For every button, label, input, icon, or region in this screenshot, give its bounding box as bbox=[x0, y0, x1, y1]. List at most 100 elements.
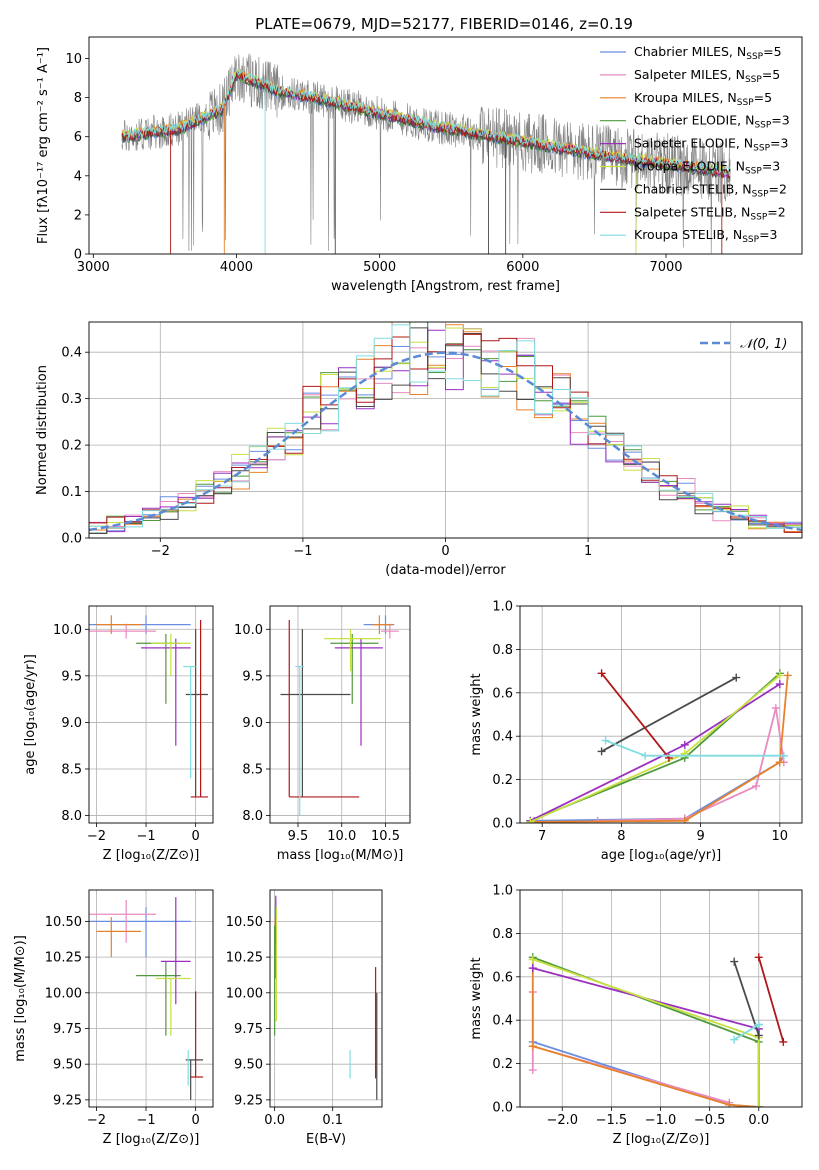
legend-label-chabrier_miles: Chabrier MILES, NSSP=5 bbox=[634, 44, 782, 62]
mass-weight-line-kroupa_elodie bbox=[532, 958, 760, 1107]
residuals-plot bbox=[89, 322, 802, 534]
age_vs_Z-axes: −2 −1 0 8.0 8.5 9.0 9.5 10.0 Z [log₁₀(Z/Z⊙)] age … bbox=[23, 606, 213, 863]
mass-weight-marker-kroupa_miles bbox=[775, 758, 784, 767]
residuals-xtick-label: −2 bbox=[151, 544, 170, 559]
residuals-xtick-label: −1 bbox=[293, 544, 312, 559]
legend-label-chabrier_stelib: Chabrier STELIB, NSSP=2 bbox=[634, 181, 787, 199]
weight_vs_age-axes: 7 8 9 10 0.0 0.2 0.4 0.6 0.8 1.0 age [log₁₀(age/yr… bbox=[469, 600, 802, 863]
mass-weight-marker-salpeter_stelib bbox=[779, 1037, 788, 1046]
legend-label-kroupa_elodie: Kroupa ELODIE, NSSP=3 bbox=[634, 159, 780, 177]
mass_vs_EBV-ytick-label: 10.25 bbox=[226, 951, 263, 966]
age_vs_Z-xtick-label: −1 bbox=[136, 829, 155, 844]
mass-weight-line-chabrier_elodie bbox=[532, 956, 760, 1107]
age_vs_mass-ytick-label: 9.0 bbox=[242, 716, 263, 731]
weight_vs_age-ytick-label: 0.4 bbox=[492, 730, 513, 745]
mass_vs_Z-ytick-label: 10.00 bbox=[45, 986, 82, 1001]
age_vs_Z-ytick-label: 10.0 bbox=[53, 623, 82, 638]
mass_vs_Z-ytick-label: 10.25 bbox=[45, 951, 82, 966]
mass-weight-marker-salpeter_miles bbox=[771, 703, 780, 712]
mass-weight-marker-kroupa_miles bbox=[528, 1042, 537, 1051]
weight_vs_Z-xtick-label: −1.5 bbox=[596, 1113, 628, 1128]
mass-weight-marker-kroupa_stelib bbox=[730, 1035, 739, 1044]
axes-frame bbox=[269, 605, 411, 824]
age_vs_Z-xtick-label: −2 bbox=[87, 829, 106, 844]
mass-weight-marker-chabrier_stelib bbox=[597, 747, 606, 756]
age_vs_mass-xtick-label: 10.5 bbox=[371, 829, 400, 844]
mass-weight-marker-kroupa_elodie bbox=[526, 817, 535, 823]
mass-weight-line-kroupa_miles bbox=[531, 959, 759, 1107]
mass-weight-line-chabrier_stelib bbox=[601, 676, 737, 753]
legend-label-kroupa_miles: Kroupa MILES, NSSP=5 bbox=[634, 90, 772, 108]
mass_vs_Z-ylabel: mass [log₁₀(M/M⊙)] bbox=[13, 935, 28, 1062]
residual-hist-kroupa_stelib bbox=[89, 324, 802, 529]
weight_vs_Z-xlabel: Z [log₁₀(Z/Z⊙)] bbox=[613, 1132, 710, 1147]
residuals-ylabel: Normed distribution bbox=[35, 365, 50, 495]
weight_vs_Z-xtick-label: −2.0 bbox=[546, 1113, 578, 1128]
mass-weight-marker-salpeter_elodie bbox=[528, 964, 537, 973]
spectrum-legend: Chabrier MILES, NSSP=5 Salpeter MILES, NS… bbox=[600, 44, 790, 245]
weight_vs_Z-xtick-label: −1.0 bbox=[645, 1113, 677, 1128]
mass-weight-marker-kroupa_stelib bbox=[641, 751, 650, 760]
residuals-xtick-label: 1 bbox=[584, 544, 592, 559]
weight_vs_Z-ytick-label: 0.2 bbox=[492, 1057, 513, 1072]
mass-weight-marker-salpeter_elodie bbox=[680, 740, 689, 749]
age_vs_mass-ytick-label: 10.0 bbox=[234, 623, 263, 638]
mass-weight-line-salpeter_stelib bbox=[600, 672, 670, 759]
mass-weight-marker-kroupa_stelib bbox=[779, 751, 788, 760]
gaussian-legend-label: 𝒩(0, 1) bbox=[740, 337, 787, 352]
mass-weight-marker-salpeter_stelib bbox=[754, 953, 763, 962]
mass_vs_EBV-plot bbox=[274, 895, 378, 1100]
legend-label-salpeter_elodie: Salpeter ELODIE, NSSP=3 bbox=[634, 136, 788, 154]
weight_vs_age-xtick-label: 7 bbox=[538, 829, 546, 844]
mass_vs_EBV-ytick-label: 9.50 bbox=[234, 1058, 263, 1073]
mass-weight-marker-kroupa_elodie bbox=[775, 671, 784, 680]
residuals-ytick-label: 0.3 bbox=[61, 392, 82, 407]
weight_vs_age-ytick-label: 1.0 bbox=[492, 600, 513, 615]
spectrum-ytick-label: 2 bbox=[74, 208, 82, 223]
mass_vs_EBV-ytick-label: 10.00 bbox=[226, 986, 263, 1001]
mass_vs_EBV-ytick-label: 9.75 bbox=[234, 1022, 263, 1037]
weight_vs_Z-plot bbox=[528, 953, 788, 1107]
age_vs_Z-ytick-label: 9.5 bbox=[61, 669, 82, 684]
residuals-ytick-label: 0.4 bbox=[61, 346, 82, 361]
spectrum-model-kroupa_stelib bbox=[121, 68, 731, 177]
age_vs_Z-ylabel: age [log₁₀(age/yr)] bbox=[23, 654, 38, 775]
mass-weight-line-chabrier_elodie bbox=[529, 672, 781, 822]
axes-frame bbox=[88, 605, 214, 824]
weight_vs_Z-ytick-label: 0.0 bbox=[492, 1101, 513, 1116]
weight_vs_Z-xtick-label: 0.0 bbox=[748, 1113, 769, 1128]
weight_vs_Z-ytick-label: 1.0 bbox=[492, 884, 513, 899]
mass-weight-marker-kroupa_miles bbox=[783, 671, 792, 680]
spectrum-ytick-label: 4 bbox=[74, 169, 82, 184]
legend-label-salpeter_stelib: Salpeter STELIB, NSSP=2 bbox=[634, 204, 786, 222]
mass-weight-marker-salpeter_elodie bbox=[775, 680, 784, 689]
mass-weight-marker-salpeter_miles bbox=[752, 782, 761, 791]
axes-frame bbox=[88, 321, 803, 539]
gaussian-curve bbox=[89, 351, 802, 532]
mass_vs_Z-axes: −2 −1 0 9.25 9.50 9.75 10.00 10.25 10.50 Z [log₁₀… bbox=[13, 890, 213, 1147]
residuals-ytick-label: 0.0 bbox=[61, 532, 82, 547]
mass_vs_EBV-ytick-label: 9.25 bbox=[234, 1093, 263, 1108]
mass_vs_Z-xtick-label: −1 bbox=[136, 1113, 155, 1128]
age_vs_mass-xtick-label: 10.0 bbox=[327, 829, 356, 844]
spectrum-xtick-label: 3000 bbox=[77, 260, 110, 275]
spectrum-ylabel: Flux [fλ10⁻¹⁷ erg cm⁻² s⁻¹ A⁻¹] bbox=[36, 47, 51, 244]
spectrum-ytick-label: 6 bbox=[74, 130, 82, 145]
weight_vs_age-xlabel: age [log₁₀(age/yr)] bbox=[601, 848, 722, 863]
age_vs_Z-ytick-label: 8.0 bbox=[61, 809, 82, 824]
legend-label-chabrier_elodie: Chabrier ELODIE, NSSP=3 bbox=[634, 113, 790, 131]
weight_vs_age-xtick-label: 10 bbox=[772, 829, 789, 844]
mass_vs_Z-xtick-label: 0 bbox=[191, 1113, 199, 1128]
mass-weight-line-salpeter_elodie bbox=[532, 967, 760, 1107]
weight_vs_Z-xtick-label: −0.5 bbox=[694, 1113, 726, 1128]
weight_vs_age-ytick-label: 0.8 bbox=[492, 643, 513, 658]
spectrum-ytick-label: 10 bbox=[65, 52, 82, 67]
mass-weight-marker-kroupa_stelib bbox=[754, 1020, 763, 1029]
mass_vs_EBV-axes: 0.0 0.1 9.25 9.50 9.75 10.00 10.25 10.50 E(B-V) bbox=[226, 890, 382, 1147]
mass-weight-line-salpeter_elodie bbox=[529, 683, 781, 822]
weight_vs_age-ytick-label: 0.0 bbox=[492, 817, 513, 832]
age_vs_mass-ytick-label: 8.5 bbox=[242, 762, 263, 777]
mass-weight-marker-chabrier_stelib bbox=[754, 1031, 763, 1040]
figure-title: PLATE=0679, MJD=52177, FIBERID=0146, z=0… bbox=[255, 15, 633, 33]
mass_vs_Z-ytick-label: 9.75 bbox=[53, 1022, 82, 1037]
